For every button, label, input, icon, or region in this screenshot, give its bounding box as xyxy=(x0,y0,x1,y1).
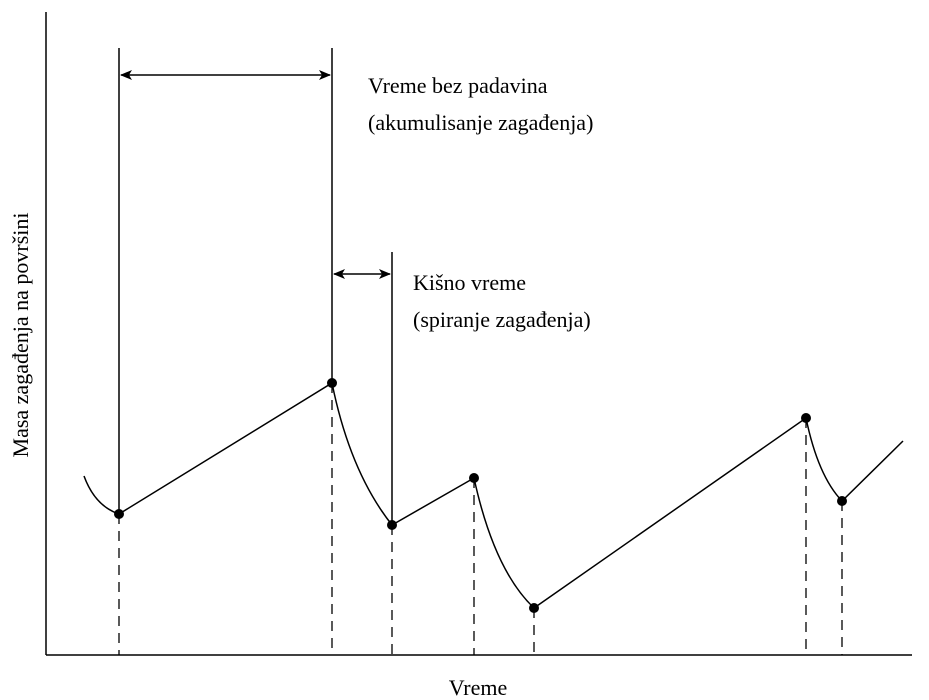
annotation-subtitle: (akumulisanje zagađenja) xyxy=(368,110,593,135)
point xyxy=(469,473,479,483)
annotation-title: Vreme bez padavina xyxy=(368,73,548,98)
dashed-lines xyxy=(118,383,843,655)
axes xyxy=(45,12,912,656)
points xyxy=(114,378,847,613)
point xyxy=(837,496,847,506)
guides xyxy=(118,48,393,525)
annotation-subtitle: (spiranje zagađenja) xyxy=(413,307,591,332)
point xyxy=(529,603,539,613)
point xyxy=(327,378,337,388)
point xyxy=(801,413,811,423)
mass-curve xyxy=(83,381,904,609)
x-axis-label: Vreme xyxy=(449,675,508,700)
point xyxy=(114,509,124,519)
y-axis-label: Masa zagađenja na površini xyxy=(8,213,33,458)
annotation-title: Kišno vreme xyxy=(413,270,526,295)
point xyxy=(387,520,397,530)
